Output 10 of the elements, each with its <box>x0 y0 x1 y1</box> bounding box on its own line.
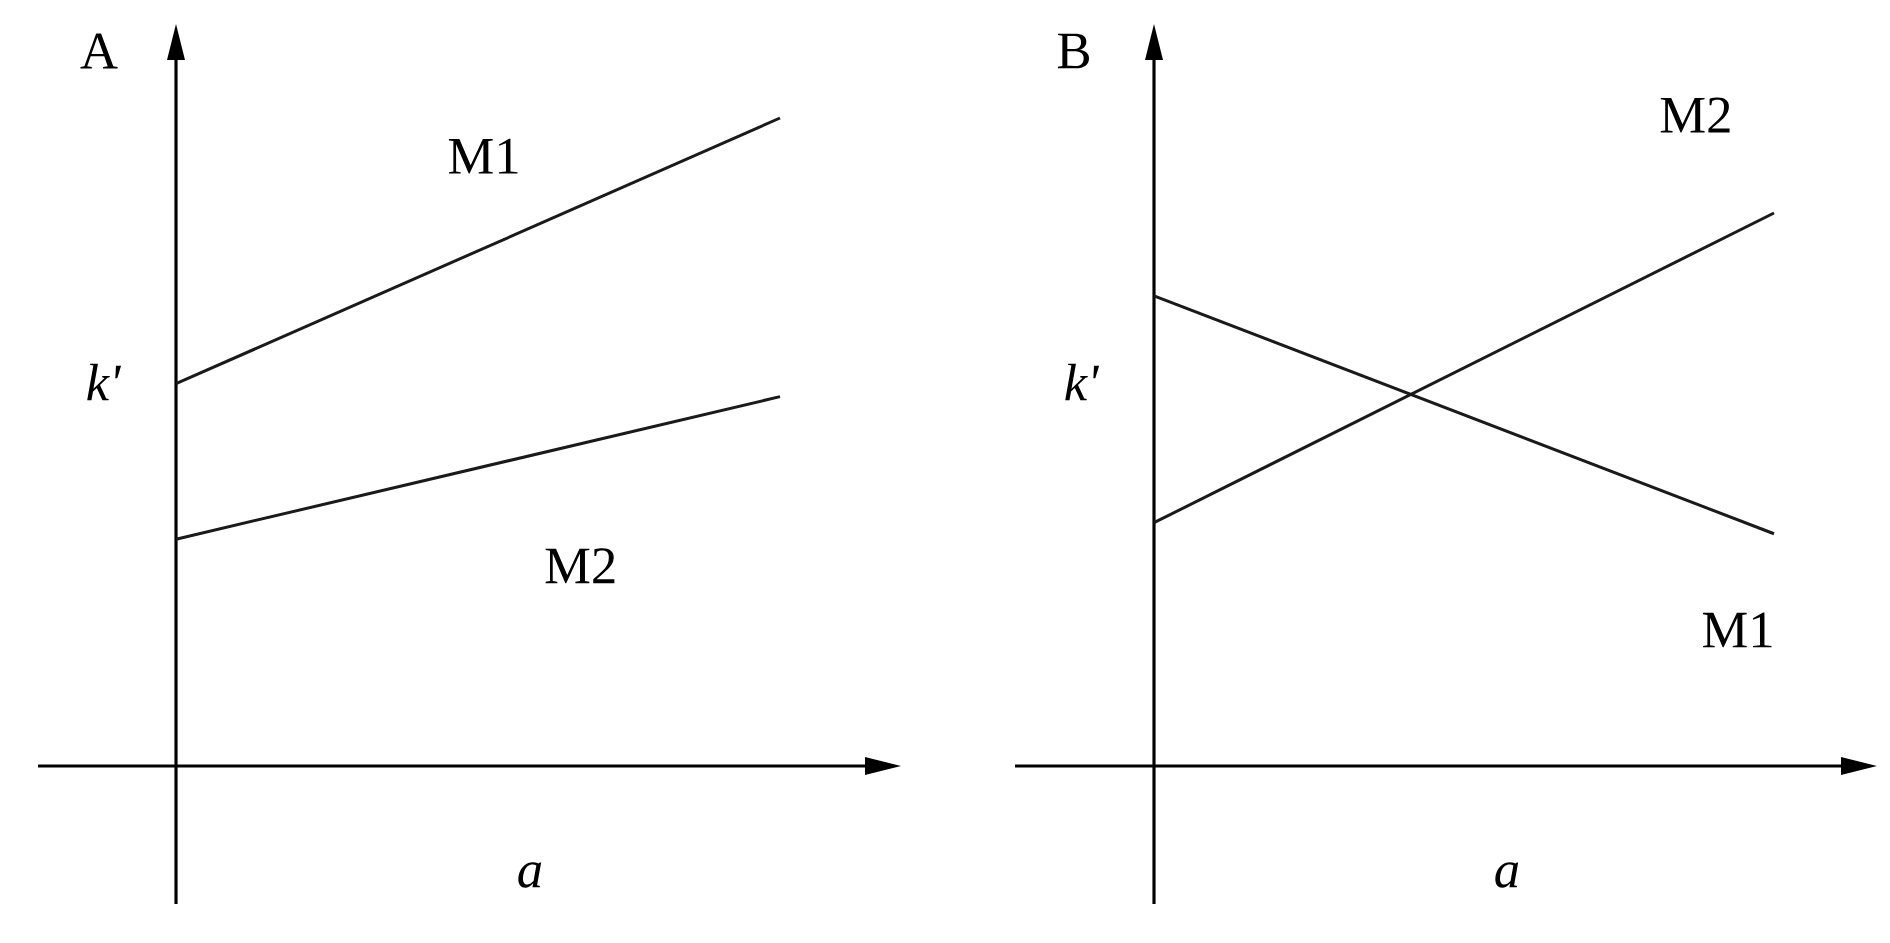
series-label: M1 <box>448 138 518 174</box>
y-axis-title: k' <box>87 363 122 401</box>
series-label: M2 <box>1660 97 1730 133</box>
y-axis-title: k' <box>1065 363 1100 401</box>
chart-title: A <box>80 33 118 69</box>
series-label: M1 <box>1702 612 1772 648</box>
x-axis-title: a <box>518 862 542 888</box>
x-axis-title: a <box>1495 862 1519 888</box>
chart-title: B <box>1057 33 1089 69</box>
series-label: M2 <box>545 548 615 584</box>
